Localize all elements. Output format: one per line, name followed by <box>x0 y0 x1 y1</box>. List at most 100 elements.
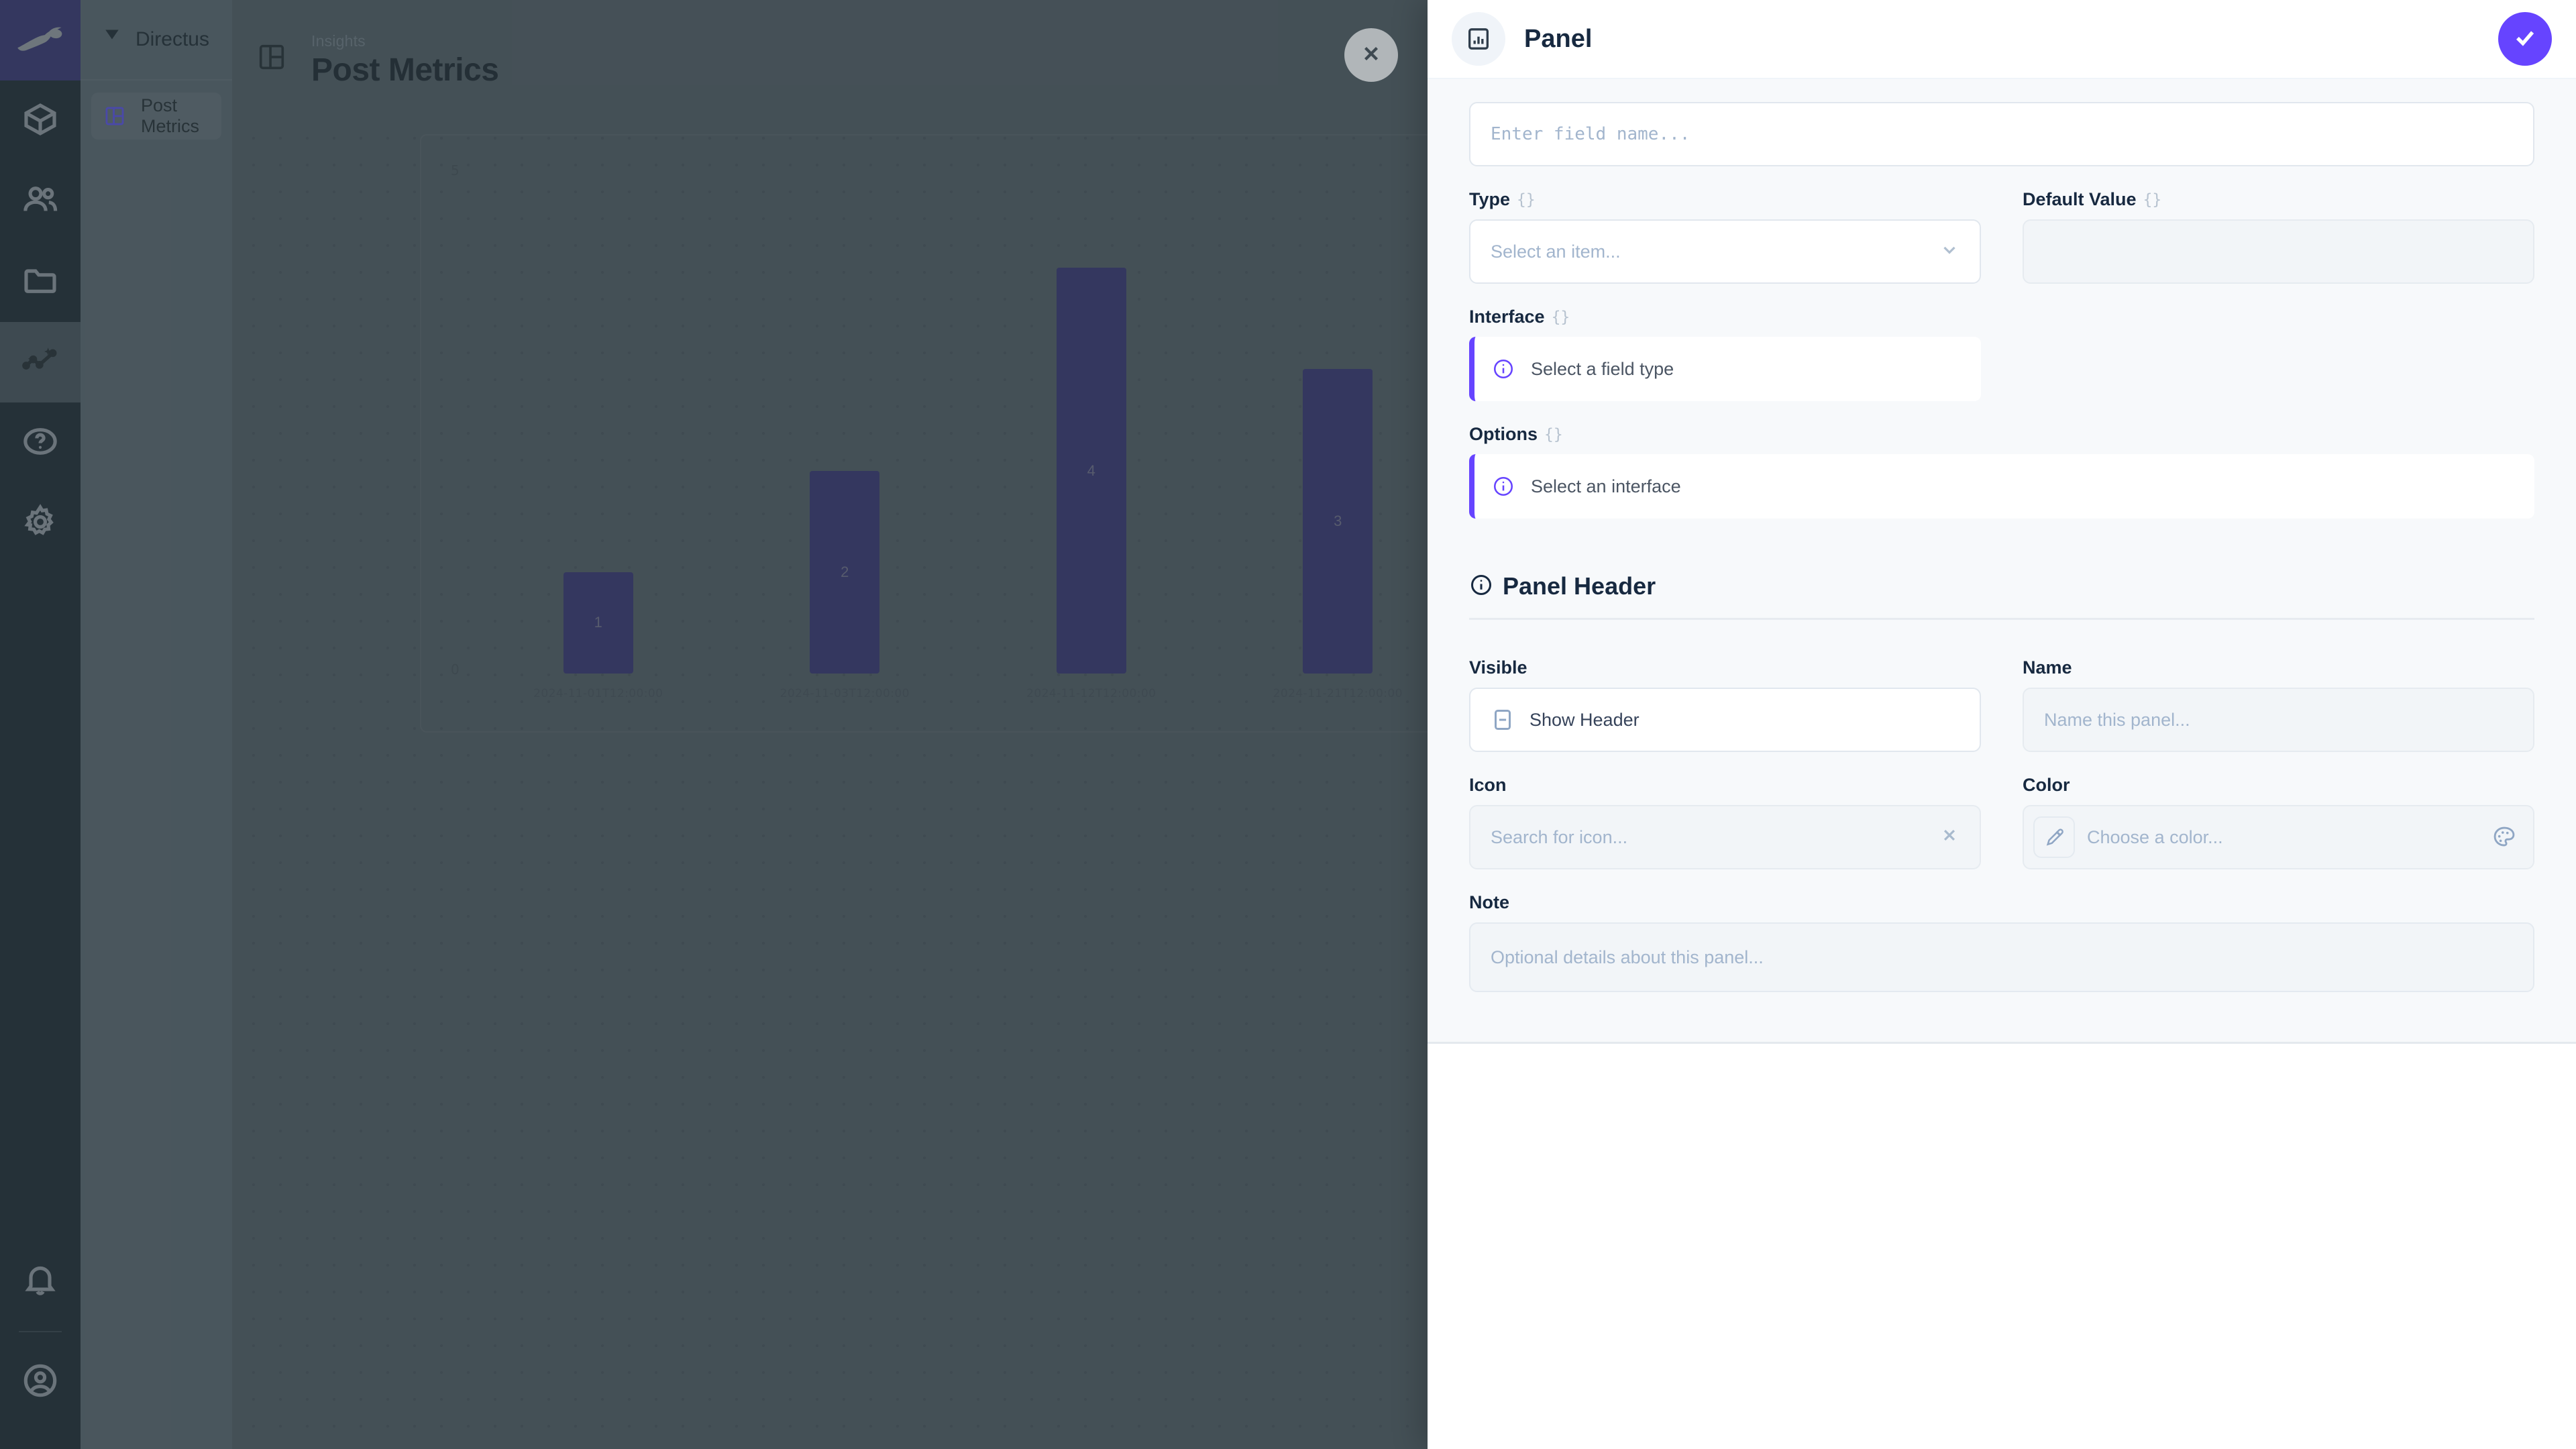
user-circle-icon <box>21 1362 59 1403</box>
module-btn-settings[interactable] <box>0 483 80 564</box>
panel-header-grid: Visible Show Header <box>1428 620 2576 992</box>
bar-series: 1 2024-11-01T12:00:00 2 2024-11-03T12:00:00… <box>475 166 1462 700</box>
type-field: Type {} Select an item... <box>1469 189 1981 284</box>
page-header-dashboard-icon <box>232 32 311 72</box>
type-label-text: Type <box>1469 189 1511 209</box>
bar-column: 1 2024-11-01T12:00:00 <box>475 166 722 700</box>
bar[interactable]: 2 <box>810 470 880 674</box>
module-divider <box>19 1331 62 1332</box>
default-value-braces-icon[interactable]: {} <box>2143 191 2162 209</box>
box-icon <box>21 101 59 142</box>
project-name: Directus <box>135 28 209 50</box>
module-btn-account[interactable] <box>0 1342 80 1422</box>
module-btn-insights[interactable] <box>0 322 80 402</box>
bar[interactable]: 1 <box>563 572 633 674</box>
panel-icon-field: Icon Search for icon... <box>1469 775 1981 869</box>
panel-icon-input[interactable]: Search for icon... <box>1469 805 1981 869</box>
panel-color-field: Color Choose a color... <box>2023 775 2534 869</box>
question-circle-icon <box>21 423 59 464</box>
project-info[interactable]: Directus <box>80 0 232 80</box>
type-braces-icon[interactable]: {} <box>1517 191 1536 209</box>
panel-icon-placeholder: Search for icon... <box>1491 826 1628 847</box>
directus-rabbit-logo[interactable] <box>0 0 80 80</box>
bar[interactable]: 3 <box>1303 369 1373 674</box>
bar-chart-icon <box>1452 12 1505 66</box>
show-header-checkbox[interactable]: Show Header <box>1469 688 1981 752</box>
visible-label: Visible <box>1469 657 1527 678</box>
indeterminate-checkbox-icon <box>1491 708 1515 732</box>
panel-name-label: Name <box>2023 657 2072 678</box>
visible-field: Visible Show Header <box>1469 657 1981 752</box>
eyedropper-icon[interactable] <box>2033 816 2075 858</box>
drawer-title: Panel <box>1524 24 1593 53</box>
module-btn-help[interactable] <box>0 402 80 483</box>
panel-name-input[interactable]: Name this panel... <box>2023 688 2534 752</box>
y-tick-min: 0 <box>451 661 460 678</box>
info-icon <box>1469 573 1493 600</box>
options-notice: Select an interface <box>1469 454 2534 519</box>
interface-notice: Select a field type <box>1469 337 1981 401</box>
palette-icon[interactable] <box>2491 824 2517 850</box>
module-btn-notifications[interactable] <box>0 1241 80 1322</box>
drawer-body: Enter field name... Type {} Select an it… <box>1428 79 2576 1449</box>
options-field: Options {} Select an interface <box>1469 424 2534 519</box>
sidebar-item-post-metrics[interactable]: Post Metrics <box>91 93 221 140</box>
interface-label: Interface {} <box>1469 307 1981 327</box>
type-select[interactable]: Select an item... <box>1469 219 1981 284</box>
breadcrumb[interactable]: Insights <box>311 32 366 50</box>
default-value-label-text: Default Value <box>2023 189 2137 209</box>
field-form-grid: Enter field name... Type {} Select an it… <box>1428 79 2576 519</box>
sidebar-item-label: Post Metrics <box>141 95 199 136</box>
x-tick-label: 2024-11-01T12:00:00 <box>533 687 663 700</box>
default-value-label: Default Value {} <box>2023 189 2534 210</box>
options-label-text: Options <box>1469 424 1538 444</box>
chevron-down-icon <box>1939 239 1960 264</box>
info-icon <box>1492 358 1515 380</box>
options-braces-icon[interactable]: {} <box>1544 425 1563 443</box>
panel-note-input[interactable]: Optional details about this panel... <box>1469 922 2534 992</box>
default-value-field: Default Value {} <box>2023 189 2534 284</box>
close-panel-button[interactable] <box>1344 28 1398 82</box>
close-icon[interactable] <box>1939 825 1960 850</box>
bar-value-label: 1 <box>594 614 602 631</box>
type-select-value: Select an item... <box>1491 241 1621 262</box>
default-value-input[interactable] <box>2023 219 2534 284</box>
module-btn-content[interactable] <box>0 80 80 161</box>
bar-column: 3 2024-11-21T12:00:00 <box>1215 166 1462 700</box>
bar[interactable]: 4 <box>1056 268 1126 674</box>
bar-chart: 5 0 1 2024-11-01T12:00:00 2 2024-11-03T12:0… <box>421 136 1465 731</box>
panel-icon-label: Icon <box>1469 775 1507 795</box>
y-tick-max: 5 <box>451 162 460 178</box>
nav-sidebar: Directus Post Metrics <box>80 0 232 1449</box>
bar-column: 2 2024-11-03T12:00:00 <box>722 166 969 700</box>
interface-notice-text: Select a field type <box>1531 358 1674 379</box>
x-tick-label: 2024-11-12T12:00:00 <box>1026 687 1157 700</box>
folder-icon <box>21 262 59 303</box>
gear-icon <box>21 503 59 544</box>
panel-name-field: Name Name this panel... <box>2023 657 2534 752</box>
bar-value-label: 4 <box>1087 462 1095 479</box>
module-btn-users[interactable] <box>0 161 80 241</box>
panel-color-placeholder: Choose a color... <box>2087 826 2223 847</box>
info-icon <box>1492 475 1515 498</box>
panel-color-input[interactable]: Choose a color... <box>2023 805 2534 869</box>
interface-field-spacer <box>2023 307 2534 401</box>
module-bar <box>0 0 80 1449</box>
panel-card[interactable]: 5 0 1 2024-11-01T12:00:00 2 2024-11-03T12:0… <box>420 134 1466 733</box>
panel-header-section-heading: Panel Header <box>1469 572 2534 620</box>
module-btn-files[interactable] <box>0 241 80 322</box>
save-button[interactable] <box>2498 12 2552 66</box>
panel-color-label: Color <box>2023 775 2070 795</box>
panel-note-field: Note Optional details about this panel..… <box>1469 892 2534 992</box>
x-tick-label: 2024-11-03T12:00:00 <box>780 687 910 700</box>
options-label: Options {} <box>1469 424 2534 445</box>
interface-braces-icon[interactable]: {} <box>1551 308 1570 326</box>
field-name-input[interactable]: Enter field name... <box>1469 102 2534 166</box>
nav-items: Post Metrics <box>80 80 232 140</box>
bell-icon <box>21 1261 59 1302</box>
page-title: Post Metrics <box>311 52 499 88</box>
check-icon <box>2512 25 2538 54</box>
bar-value-label: 2 <box>841 563 849 580</box>
interface-label-text: Interface <box>1469 307 1545 327</box>
drawer-header: Panel <box>1428 0 2576 79</box>
